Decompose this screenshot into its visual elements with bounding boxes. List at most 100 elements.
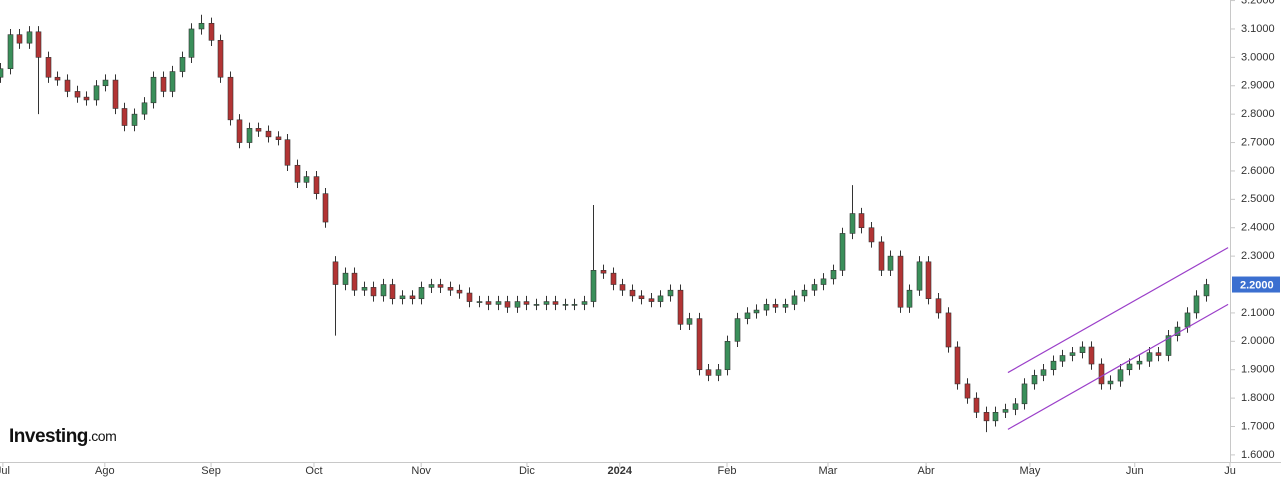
candle-body xyxy=(724,341,731,371)
candle-body xyxy=(217,40,224,78)
candle-body xyxy=(629,289,636,297)
candle-body xyxy=(1069,352,1076,356)
candle-body xyxy=(1146,352,1153,362)
candle-body xyxy=(121,108,128,126)
x-tick-label: Oct xyxy=(305,465,322,477)
candle-body xyxy=(236,119,243,143)
candle-body xyxy=(657,295,664,302)
candle-body xyxy=(54,76,61,81)
candle-body xyxy=(1002,409,1009,413)
candle-body xyxy=(973,397,980,413)
candle-body xyxy=(1136,360,1143,365)
candle-body xyxy=(954,346,961,385)
candle-body xyxy=(428,284,435,288)
candle-body xyxy=(638,295,645,300)
candle-body xyxy=(523,301,530,305)
candle-body xyxy=(772,304,779,308)
x-tick-label: Ago xyxy=(95,465,115,477)
candle-body xyxy=(830,270,837,280)
y-tick-label: 2.9000 xyxy=(1241,80,1275,92)
x-tick-label: Nov xyxy=(411,465,431,477)
y-tick-label: 2.1000 xyxy=(1241,307,1275,319)
candle-body xyxy=(1117,369,1124,382)
candle-body xyxy=(112,79,119,109)
candle-body xyxy=(906,289,913,308)
candle-body xyxy=(1079,346,1086,353)
candle-body xyxy=(1098,363,1105,385)
candle-body xyxy=(485,301,492,305)
candle-body xyxy=(265,130,272,138)
candle-body xyxy=(208,22,215,41)
candle-body xyxy=(275,136,282,141)
candle-body xyxy=(83,96,90,101)
candle-body xyxy=(686,318,693,325)
candle-body xyxy=(437,284,444,288)
candle-body xyxy=(753,309,760,314)
candle-body xyxy=(849,213,856,234)
candle-body xyxy=(179,57,186,72)
candle-body xyxy=(878,241,885,271)
candle-body xyxy=(610,272,617,285)
candle-body xyxy=(763,304,770,311)
candle-body xyxy=(74,91,81,98)
candle-body xyxy=(1155,352,1162,356)
candle-body xyxy=(7,34,14,70)
candle-body xyxy=(1088,346,1095,365)
y-tick-label: 3.2000 xyxy=(1241,0,1275,6)
candle-body xyxy=(188,28,195,58)
x-tick-label: Feb xyxy=(718,465,737,477)
candle-body xyxy=(332,261,339,285)
candle-body xyxy=(456,289,463,294)
y-tick-label: 2.8000 xyxy=(1241,108,1275,120)
candle-body xyxy=(648,298,655,302)
y-tick-label: 1.8000 xyxy=(1241,392,1275,404)
candle-body xyxy=(1059,355,1066,362)
candle-body xyxy=(399,295,406,300)
candle-body xyxy=(160,76,167,92)
candle-body xyxy=(35,31,42,58)
candle-body xyxy=(303,176,310,183)
candle-body xyxy=(1031,375,1038,385)
candle-body xyxy=(294,164,301,183)
candle-body xyxy=(667,289,674,297)
candle-body xyxy=(552,301,559,305)
candle-body xyxy=(744,312,751,319)
candle-body xyxy=(897,255,904,308)
y-tick-label: 2.0000 xyxy=(1241,335,1275,347)
candle-body xyxy=(820,278,827,285)
candle-body xyxy=(45,57,52,78)
candle-body xyxy=(619,284,626,291)
x-tick-label: Dic xyxy=(519,465,535,477)
candle-body xyxy=(811,284,818,291)
candle-body xyxy=(677,289,684,325)
candle-body xyxy=(801,289,808,297)
candle-body xyxy=(0,68,4,78)
candle-body xyxy=(543,301,550,305)
candle-body xyxy=(983,412,990,422)
y-tick-label: 2.7000 xyxy=(1241,136,1275,148)
candle-body xyxy=(1040,369,1047,376)
y-tick-label: 1.6000 xyxy=(1241,449,1275,461)
candle-body xyxy=(409,295,416,300)
logo: Investing.com xyxy=(9,426,116,447)
candle-body xyxy=(342,272,349,285)
candle-body xyxy=(562,304,569,306)
candles xyxy=(0,14,1210,433)
y-tick-label: 2.5000 xyxy=(1241,193,1275,205)
candle-body xyxy=(945,312,952,348)
candle-body xyxy=(227,76,234,121)
candle-body xyxy=(935,298,942,314)
candle-body xyxy=(992,412,999,422)
last-price-label: 2.2000 xyxy=(1240,279,1274,291)
candle-body xyxy=(1184,312,1191,328)
candle-body xyxy=(26,31,33,44)
candle-body xyxy=(198,22,205,30)
candle-body xyxy=(466,292,473,302)
candle-body xyxy=(389,284,396,300)
candle-body xyxy=(925,261,932,300)
y-tick-label: 1.9000 xyxy=(1241,364,1275,376)
y-tick-label: 2.6000 xyxy=(1241,165,1275,177)
x-tick-label: Ju xyxy=(1224,465,1236,477)
candle-body xyxy=(476,301,483,303)
candle-body xyxy=(1203,284,1210,297)
